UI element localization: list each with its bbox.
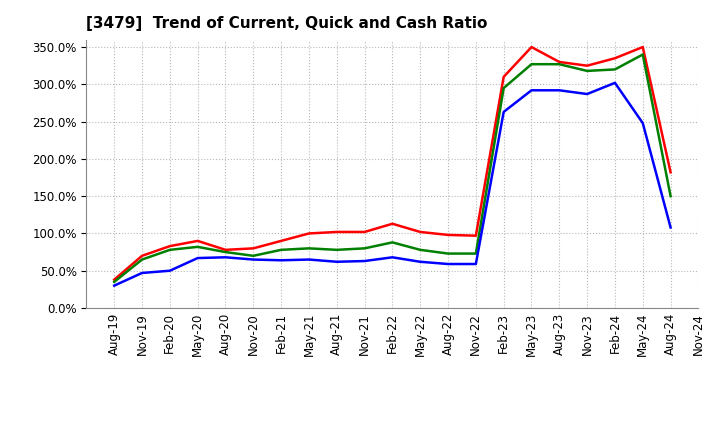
Quick Ratio (639, 52, 647, 57)
Cash Ratio (500, 109, 508, 114)
Current Ratio (333, 229, 341, 235)
Quick Ratio (166, 247, 174, 253)
Current Ratio (527, 44, 536, 50)
Current Ratio (138, 253, 146, 258)
Line: Current Ratio: Current Ratio (114, 47, 670, 280)
Cash Ratio (472, 261, 480, 267)
Current Ratio (639, 44, 647, 50)
Current Ratio (666, 170, 675, 175)
Quick Ratio (582, 68, 591, 73)
Current Ratio (555, 59, 564, 65)
Current Ratio (249, 246, 258, 251)
Quick Ratio (249, 253, 258, 258)
Cash Ratio (333, 259, 341, 264)
Cash Ratio (555, 88, 564, 93)
Cash Ratio (249, 257, 258, 262)
Quick Ratio (305, 246, 313, 251)
Cash Ratio (305, 257, 313, 262)
Line: Cash Ratio: Cash Ratio (114, 83, 670, 286)
Cash Ratio (221, 255, 230, 260)
Cash Ratio (166, 268, 174, 273)
Quick Ratio (110, 279, 119, 285)
Cash Ratio (527, 88, 536, 93)
Current Ratio (305, 231, 313, 236)
Quick Ratio (388, 240, 397, 245)
Quick Ratio (444, 251, 452, 256)
Current Ratio (500, 74, 508, 80)
Current Ratio (444, 232, 452, 238)
Cash Ratio (110, 283, 119, 288)
Cash Ratio (138, 270, 146, 275)
Quick Ratio (500, 85, 508, 91)
Quick Ratio (611, 67, 619, 72)
Cash Ratio (388, 255, 397, 260)
Line: Quick Ratio: Quick Ratio (114, 55, 670, 282)
Text: [3479]  Trend of Current, Quick and Cash Ratio: [3479] Trend of Current, Quick and Cash … (86, 16, 487, 32)
Current Ratio (166, 243, 174, 249)
Quick Ratio (527, 62, 536, 67)
Current Ratio (416, 229, 425, 235)
Current Ratio (388, 221, 397, 227)
Current Ratio (582, 63, 591, 68)
Quick Ratio (138, 257, 146, 262)
Cash Ratio (416, 259, 425, 264)
Cash Ratio (194, 255, 202, 260)
Current Ratio (221, 247, 230, 253)
Cash Ratio (582, 92, 591, 97)
Cash Ratio (639, 121, 647, 126)
Quick Ratio (416, 247, 425, 253)
Current Ratio (276, 238, 285, 244)
Cash Ratio (276, 258, 285, 263)
Cash Ratio (444, 261, 452, 267)
Quick Ratio (555, 62, 564, 67)
Current Ratio (611, 55, 619, 61)
Current Ratio (110, 277, 119, 282)
Quick Ratio (472, 251, 480, 256)
Cash Ratio (611, 80, 619, 85)
Quick Ratio (276, 247, 285, 253)
Cash Ratio (666, 225, 675, 230)
Quick Ratio (333, 247, 341, 253)
Quick Ratio (360, 246, 369, 251)
Cash Ratio (360, 258, 369, 264)
Quick Ratio (194, 244, 202, 249)
Quick Ratio (221, 249, 230, 255)
Current Ratio (360, 229, 369, 235)
Quick Ratio (666, 194, 675, 199)
Current Ratio (194, 238, 202, 244)
Current Ratio (472, 233, 480, 238)
